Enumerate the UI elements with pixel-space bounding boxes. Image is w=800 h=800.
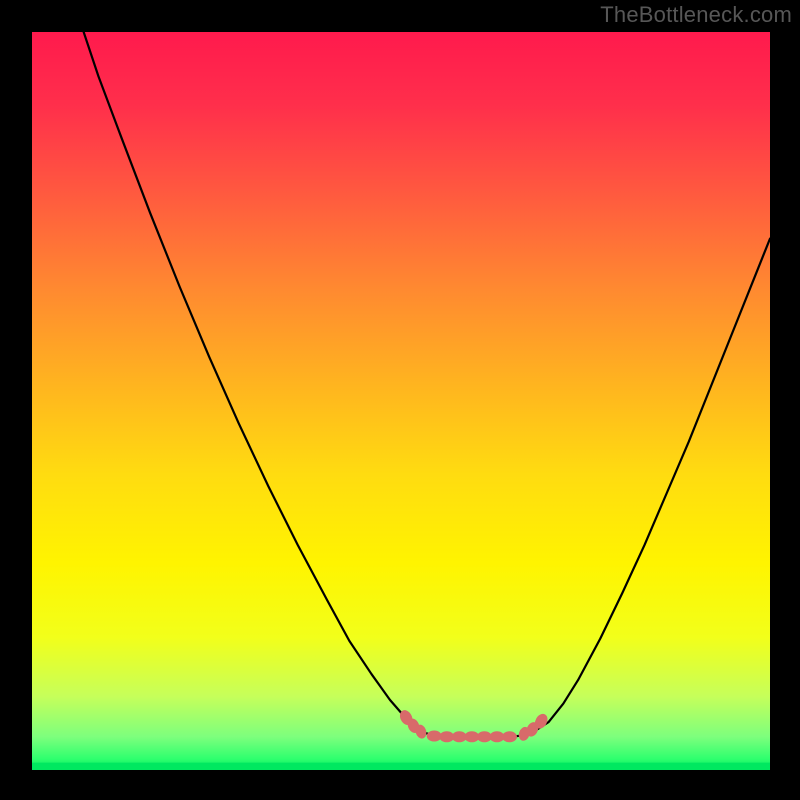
flat-region-markers: [398, 709, 549, 742]
chart-container: TheBottleneck.com: [0, 0, 800, 800]
marker-dot: [427, 731, 441, 741]
marker-dot: [490, 732, 504, 742]
marker-dot: [452, 732, 466, 742]
plot-area: [32, 32, 770, 770]
watermark-text: TheBottleneck.com: [600, 2, 792, 28]
bottleneck-curve: [32, 32, 770, 770]
marker-dot: [477, 732, 491, 742]
curve-polyline: [84, 32, 770, 737]
marker-dot: [502, 732, 516, 742]
marker-dot: [440, 732, 454, 742]
marker-dot: [465, 732, 479, 742]
